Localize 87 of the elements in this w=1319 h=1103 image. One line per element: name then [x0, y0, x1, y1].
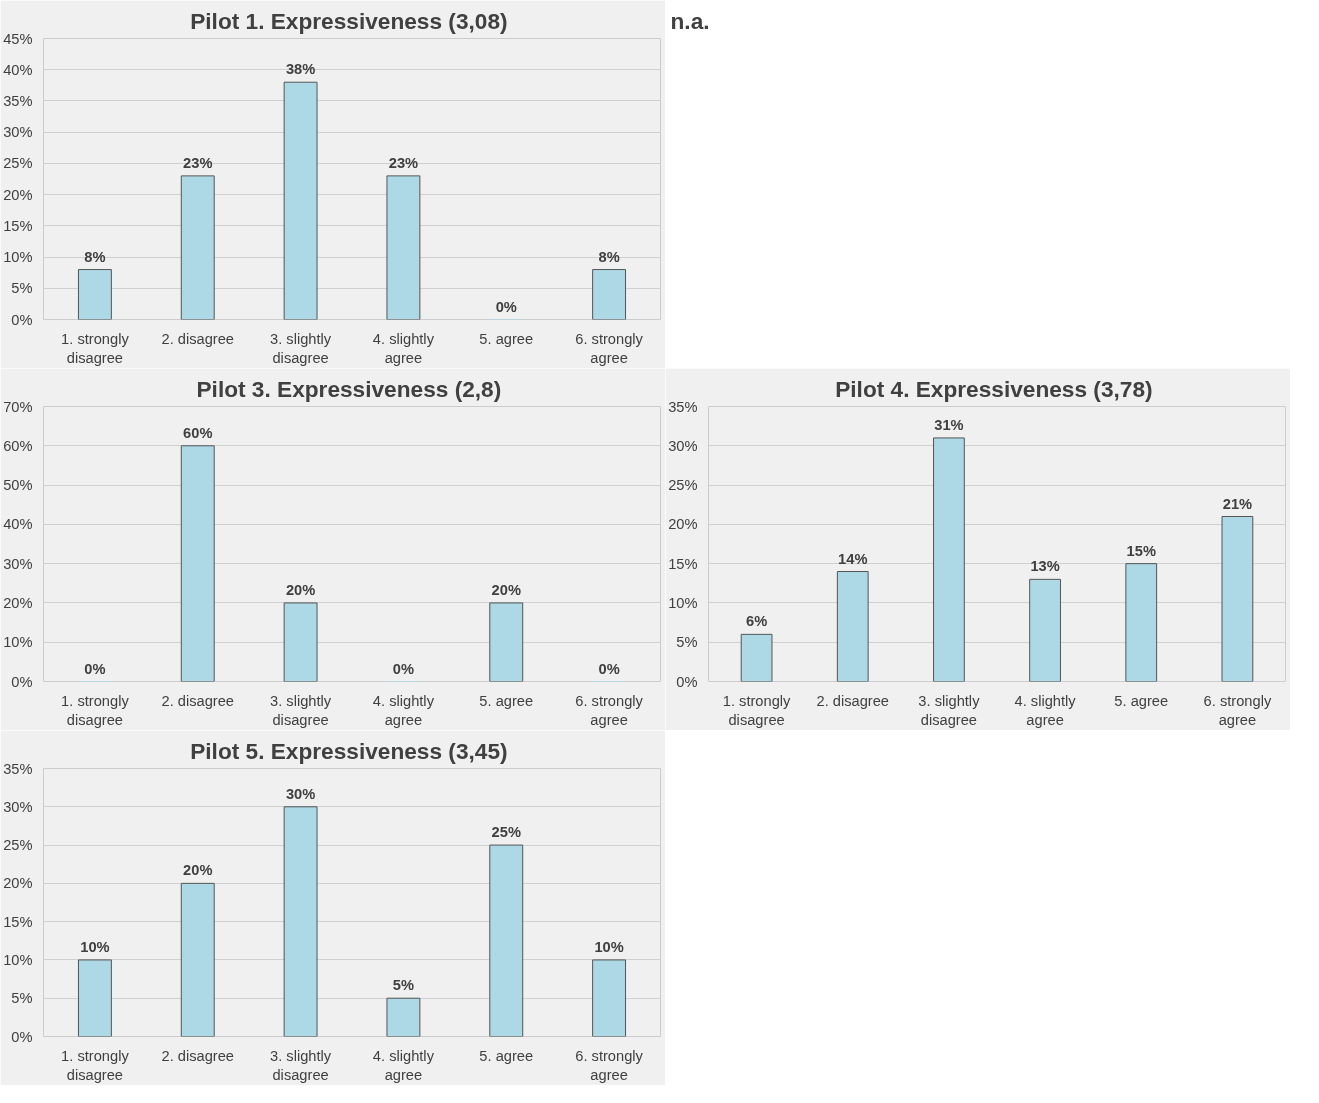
y-tick-label: 25% [3, 155, 33, 172]
x-tick-label: 5. agree [479, 1047, 534, 1064]
chart-title: Pilot 5. Expressiveness (3,45) [190, 737, 508, 764]
data-label: 10% [80, 938, 110, 955]
data-label: 23% [388, 154, 419, 171]
data-label: 0% [392, 660, 415, 677]
x-tick-label: 4. slightly agree [372, 692, 435, 728]
y-tick-label: 60% [3, 437, 33, 454]
data-label: 0% [84, 660, 106, 677]
x-tick-label: 5. agree [479, 692, 534, 709]
x-tick-label: 3. slightly disagree [918, 692, 981, 728]
data-label: 8% [84, 248, 106, 265]
y-tick-label: 0% [676, 673, 698, 690]
x-tick-label: 6. strongly agree [1203, 692, 1272, 728]
x-tick-label: 1. strongly disagree [61, 1047, 130, 1083]
y-tick-label: 30% [3, 555, 33, 572]
data-label: 21% [1222, 495, 1253, 512]
data-label: 10% [594, 938, 624, 955]
x-tick-label: 6. strongly agree [575, 1047, 644, 1083]
y-tick-label: 0% [11, 311, 33, 328]
x-tick-label: 1. strongly disagree [61, 330, 130, 366]
x-tick-label: 4. slightly agree [1014, 692, 1077, 728]
data-label: 20% [183, 862, 213, 879]
y-tick-label: 10% [668, 594, 698, 611]
y-tick-label: 0% [11, 1028, 33, 1045]
y-tick-label: 5% [676, 634, 698, 651]
y-tick-label: 30% [3, 124, 33, 141]
data-label: 8% [598, 248, 620, 265]
x-tick-label: 6. strongly agree [575, 692, 644, 728]
data-label: 60% [183, 424, 213, 441]
y-tick-label: 25% [668, 477, 698, 494]
x-tick-label: 5. agree [1114, 692, 1169, 709]
chart-title: Pilot 4. Expressiveness (3,78) [835, 375, 1153, 402]
data-label: 5% [392, 977, 415, 994]
y-tick-label: 10% [3, 951, 33, 968]
x-tick-label: 5. agree [479, 330, 534, 347]
data-label: 14% [838, 550, 868, 567]
y-tick-label: 50% [3, 477, 33, 494]
y-tick-label: 20% [3, 186, 33, 203]
data-label: 0% [495, 298, 517, 315]
data-label: 31% [934, 416, 964, 433]
data-label: 6% [745, 613, 768, 630]
x-tick-label: 3. slightly disagree [270, 330, 332, 366]
data-label: 20% [285, 581, 316, 598]
y-tick-label: 35% [3, 760, 33, 777]
y-tick-label: 35% [668, 398, 698, 415]
x-tick-label: 2. disagree [161, 1047, 235, 1064]
y-tick-label: 15% [668, 555, 698, 572]
y-tick-label: 20% [3, 594, 33, 611]
x-tick-label: 1. strongly disagree [722, 692, 792, 728]
text: n.a. [670, 7, 710, 34]
data-label: 13% [1030, 558, 1060, 575]
y-tick-label: 10% [3, 634, 33, 651]
data-label: 23% [183, 154, 213, 171]
y-tick-label: 40% [3, 516, 33, 533]
x-tick-label: 4. slightly agree [372, 330, 435, 366]
x-tick-label: 6. strongly agree [575, 330, 644, 366]
y-tick-label: 30% [3, 798, 33, 815]
chart-title: Pilot 1. Expressiveness (3,08) [190, 7, 508, 34]
data-label: 20% [491, 581, 521, 598]
y-tick-label: 15% [3, 217, 33, 234]
data-label: 0% [598, 660, 620, 677]
y-tick-label: 20% [3, 875, 33, 892]
y-tick-label: 10% [3, 249, 33, 266]
y-tick-label: 35% [3, 92, 33, 109]
y-tick-label: 40% [3, 61, 33, 78]
y-tick-label: 5% [11, 280, 33, 297]
data-label: 15% [1126, 542, 1156, 559]
x-tick-label: 2. disagree [161, 330, 235, 347]
x-tick-label: 3. slightly disagree [270, 1047, 332, 1083]
x-tick-label: 4. slightly agree [372, 1047, 435, 1083]
x-tick-label: 2. disagree [816, 692, 890, 709]
x-tick-label: 3. slightly disagree [270, 692, 332, 728]
data-label: 30% [285, 785, 316, 802]
y-tick-label: 5% [11, 990, 33, 1007]
y-tick-label: 70% [3, 398, 33, 415]
chart-title: Pilot 3. Expressiveness (2,8) [196, 375, 502, 402]
y-tick-label: 25% [3, 837, 33, 854]
x-tick-label: 1. strongly disagree [61, 692, 130, 728]
y-tick-label: 0% [11, 673, 33, 690]
data-label: 38% [285, 61, 316, 78]
y-tick-label: 30% [668, 437, 698, 454]
y-tick-label: 15% [3, 913, 33, 930]
y-tick-label: 20% [668, 516, 698, 533]
x-tick-label: 2. disagree [161, 692, 235, 709]
data-label: 25% [491, 824, 521, 841]
y-tick-label: 45% [3, 30, 33, 47]
